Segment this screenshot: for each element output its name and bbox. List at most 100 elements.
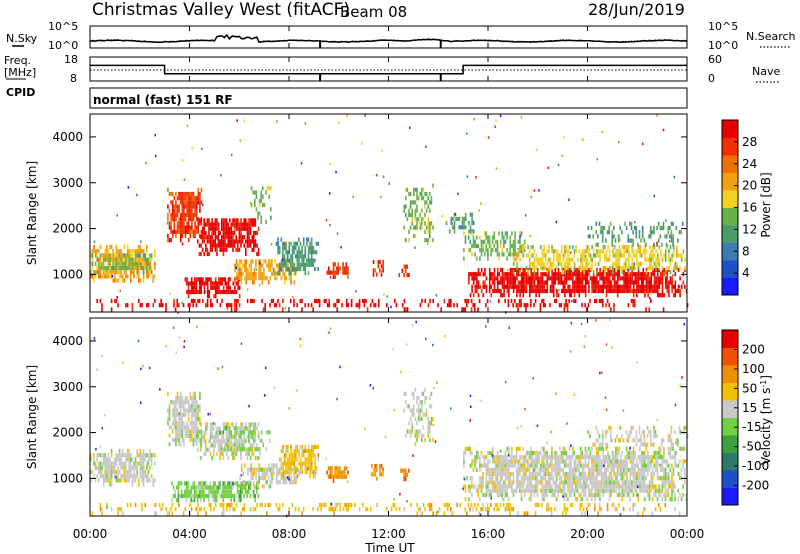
range-cell [291,262,294,267]
range-cell [424,238,426,243]
range-cell [230,439,233,444]
range-cell [509,484,512,489]
range-cell [115,270,118,275]
range-cell [597,450,600,456]
range-cell [519,293,521,298]
range-cell [133,257,135,262]
range-cell [114,253,116,258]
range-cell [507,450,510,456]
range-cell [328,303,330,308]
range-cell [551,463,553,468]
range-cell [144,261,146,266]
range-cell [296,474,299,479]
range-cell [186,421,188,426]
range-cell [413,408,415,413]
range-cell [192,303,194,308]
range-cell [657,238,660,243]
range-cell [475,488,478,493]
range-cell [232,235,234,240]
range-cell [583,284,585,289]
range-cell [173,400,176,405]
range-cell [637,261,640,266]
range-cell [580,284,582,289]
range-cell [107,461,110,466]
range-cell [509,480,512,485]
range-cell [543,467,545,472]
range-cell [619,225,622,231]
range-cell [547,484,550,489]
range-cell [563,488,566,493]
range-cell [317,241,319,246]
range-cell [235,222,237,227]
range-cell [90,274,92,279]
range-cell [290,475,292,481]
range-cell [679,266,681,271]
range-cell [503,463,505,468]
range-cell [480,463,483,468]
range-cell [355,303,358,308]
range-cell [205,277,207,282]
range-cell [539,480,542,485]
range-cell [130,257,132,262]
range-cell [120,478,122,483]
range-cell [595,492,598,498]
range-cell [419,400,421,405]
range-cell [174,307,177,312]
range-cell [292,295,294,299]
range-cell [141,303,143,308]
nave-tick-top: 60 [708,53,722,66]
range-cell [195,429,198,434]
range-cell [117,303,119,308]
range-cell [233,239,236,244]
range-cell [669,276,672,281]
range-cell [195,289,198,295]
range-cell [227,222,229,227]
range-cell [633,262,636,266]
range-cell [211,430,213,435]
range-cell [131,303,134,308]
range-cell [104,249,106,254]
range-cell [472,243,475,249]
range-cell [283,258,286,263]
range-cell [596,270,598,275]
range-cell [107,474,110,479]
range-cell [578,293,581,298]
range-cell [199,421,201,426]
range-cell [552,288,555,294]
range-cell [241,447,244,452]
range-cell [656,261,659,266]
range-cell [509,243,512,249]
range-cell [249,226,252,231]
range-cell [194,416,196,422]
range-cell [557,253,560,258]
range-cell [541,257,544,262]
range-cell [578,249,581,254]
range-cell [511,272,513,277]
range-cell [329,474,332,479]
range-cell [271,271,273,277]
range-cell [222,426,225,431]
range-cell [527,480,529,485]
range-cell [549,276,552,281]
range-cell [500,293,502,298]
range-cell [427,433,429,438]
range-cell [539,450,542,456]
range-cell [663,267,665,273]
range-cell [414,212,417,218]
range-cell [600,284,603,289]
range-cell [261,475,264,481]
range-cell [253,235,255,240]
range-cell [259,259,262,264]
range-cell [496,239,499,244]
range-cell [287,449,289,454]
range-cell [507,484,510,489]
range-cell [527,245,529,250]
range-cell [186,425,188,430]
range-cell [584,471,587,477]
range-cell [198,251,201,257]
range-cell [268,463,270,468]
range-cell [485,248,488,253]
range-cell [498,459,500,464]
range-cell [268,467,270,472]
range-cell [483,231,486,236]
